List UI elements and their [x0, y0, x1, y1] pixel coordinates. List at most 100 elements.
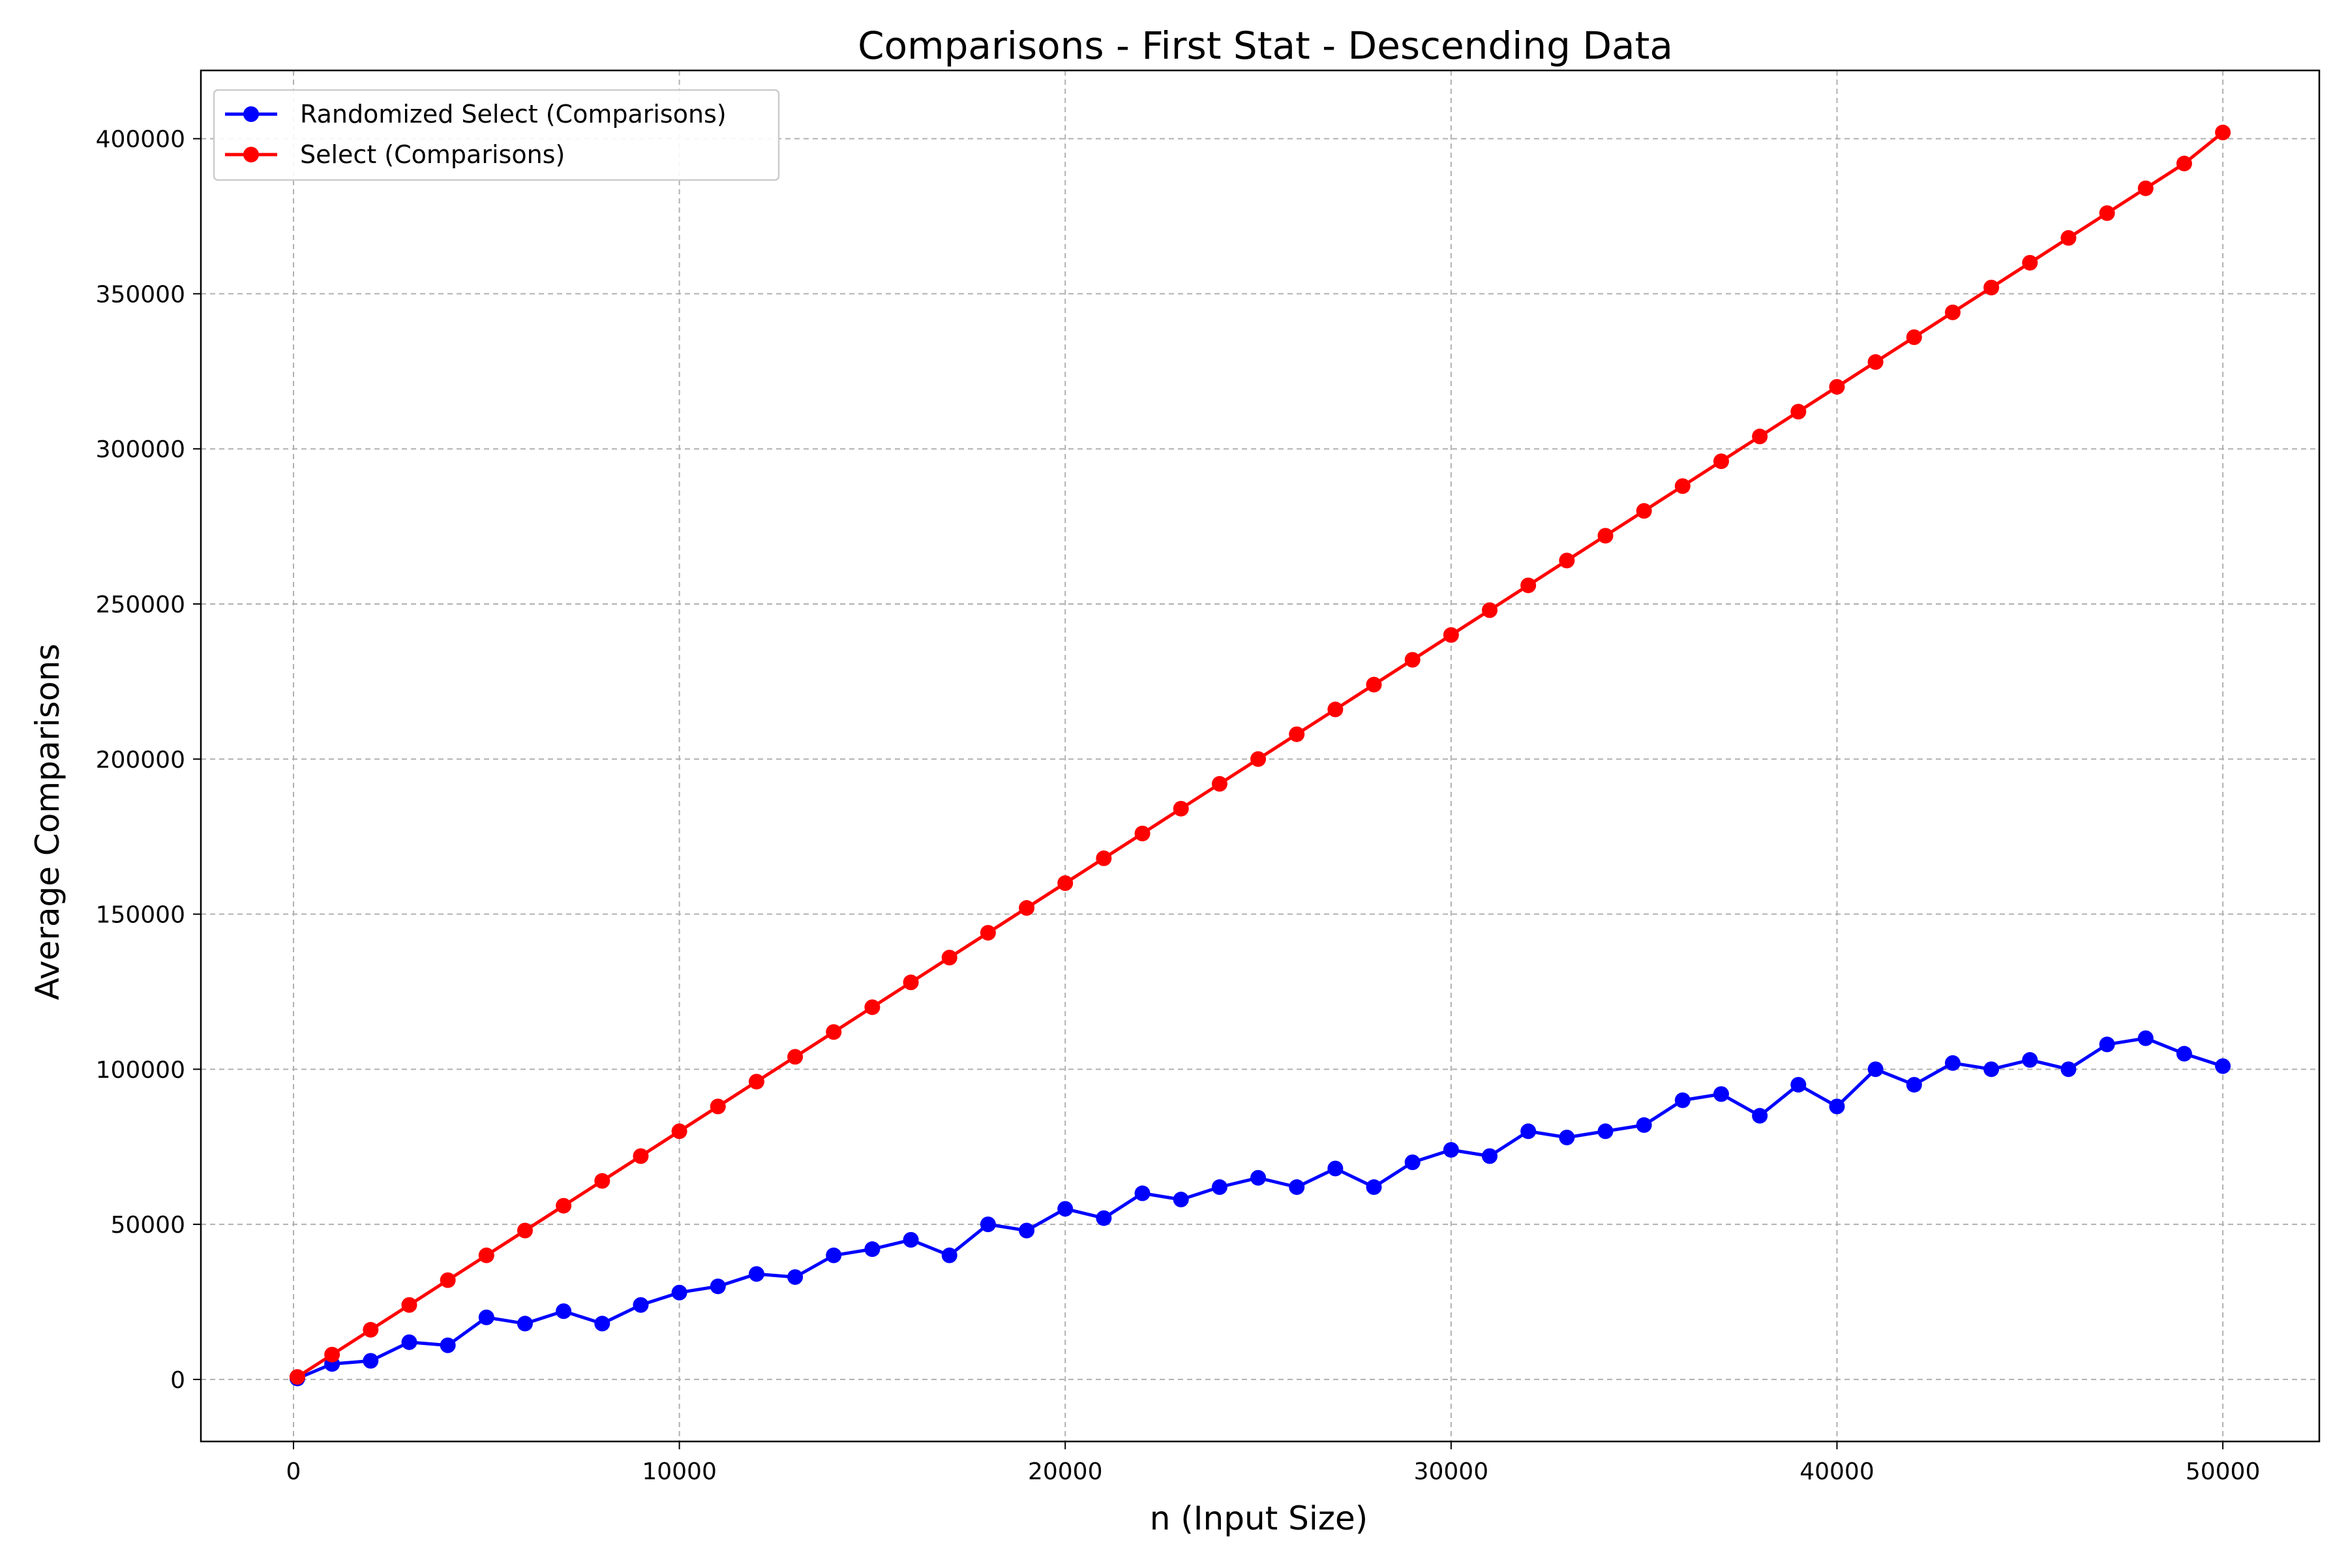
data-point-select	[1482, 602, 1498, 618]
legend-entry-select: Select (Comparisons)	[225, 140, 565, 169]
legend-marker-randomized-select	[243, 106, 259, 122]
legend-label-select: Select (Comparisons)	[300, 140, 565, 169]
data-point-randomized-select	[2022, 1052, 2038, 1068]
data-point-randomized-select	[440, 1337, 456, 1353]
data-point-select	[1404, 652, 1421, 668]
data-point-select	[440, 1272, 456, 1288]
data-point-select	[671, 1123, 687, 1139]
data-point-select	[710, 1098, 726, 1115]
data-point-randomized-select	[710, 1278, 726, 1295]
data-point-randomized-select	[1327, 1160, 1344, 1177]
y-tick-label: 250000	[96, 592, 185, 618]
data-point-select	[478, 1247, 494, 1263]
data-point-randomized-select	[1713, 1086, 1729, 1102]
data-point-select	[633, 1148, 649, 1164]
data-point-select	[1906, 329, 1922, 345]
data-point-select	[1173, 800, 1189, 817]
data-point-randomized-select	[1829, 1098, 1845, 1115]
data-point-randomized-select	[1019, 1222, 1035, 1239]
data-point-select	[1134, 825, 1151, 841]
data-point-randomized-select	[363, 1353, 379, 1369]
data-point-select	[1520, 577, 1537, 594]
data-point-select	[826, 1024, 842, 1040]
data-point-select	[2099, 205, 2115, 221]
data-point-select	[1327, 701, 1344, 717]
data-point-select	[1211, 776, 1227, 792]
y-tick-label: 200000	[96, 747, 185, 774]
data-point-randomized-select	[941, 1247, 957, 1263]
y-axis-label: Average Comparisons	[29, 644, 67, 1001]
data-point-randomized-select	[903, 1231, 919, 1248]
data-point-randomized-select	[2099, 1036, 2115, 1053]
data-point-randomized-select	[633, 1297, 649, 1313]
x-tick-label: 50000	[2186, 1458, 2261, 1485]
data-point-randomized-select	[1211, 1179, 1227, 1196]
legend-marker-select	[243, 147, 259, 162]
data-point-randomized-select	[1867, 1061, 1884, 1078]
data-point-randomized-select	[2176, 1046, 2192, 1062]
series-layer	[289, 125, 2231, 1387]
x-tick-label: 0	[286, 1458, 301, 1485]
data-point-randomized-select	[2060, 1061, 2077, 1078]
data-point-randomized-select	[748, 1266, 764, 1282]
data-point-randomized-select	[517, 1316, 533, 1332]
y-tick-label: 0	[170, 1367, 185, 1394]
legend-box	[213, 89, 780, 181]
legend: Randomized Select (Comparisons) Select (…	[213, 89, 780, 181]
data-point-randomized-select	[478, 1309, 494, 1325]
data-point-select	[2137, 180, 2154, 196]
data-point-select	[363, 1321, 379, 1338]
plot-frame	[200, 69, 2321, 1443]
data-point-select	[1983, 279, 2000, 295]
legend-label-randomized-select: Randomized Select (Comparisons)	[300, 100, 727, 128]
x-tick-label: 30000	[1414, 1458, 1489, 1485]
axis-layer: 0 10000 20000 30000 40000 50000 0 50000 100000 15…	[96, 127, 2261, 1485]
data-point-select	[2022, 254, 2038, 271]
data-point-randomized-select	[1520, 1123, 1537, 1139]
data-point-randomized-select	[864, 1241, 880, 1258]
data-point-select	[1250, 751, 1267, 767]
data-point-select	[1867, 354, 1884, 370]
data-point-select	[1019, 900, 1035, 916]
data-point-select	[401, 1297, 417, 1313]
data-point-select	[1597, 528, 1614, 544]
data-point-randomized-select	[671, 1284, 687, 1301]
data-point-randomized-select	[1443, 1141, 1459, 1158]
data-point-select	[2176, 155, 2192, 172]
data-point-select	[864, 999, 880, 1016]
x-tick-label: 20000	[1028, 1458, 1103, 1485]
data-point-select	[556, 1198, 572, 1214]
data-point-select	[1829, 379, 1845, 395]
data-point-select	[903, 974, 919, 991]
data-point-select	[941, 950, 957, 966]
y-tick-label: 150000	[96, 902, 185, 929]
data-point-select	[1790, 404, 1807, 420]
data-point-select	[289, 1369, 305, 1385]
data-point-randomized-select	[1674, 1092, 1691, 1108]
data-point-randomized-select	[2215, 1058, 2231, 1074]
data-point-randomized-select	[1289, 1179, 1305, 1196]
data-point-randomized-select	[1404, 1154, 1421, 1170]
data-point-select	[2215, 125, 2231, 141]
data-point-randomized-select	[1096, 1210, 1112, 1226]
data-point-select	[2060, 230, 2077, 246]
data-point-select	[1096, 850, 1112, 866]
data-point-randomized-select	[1250, 1169, 1267, 1186]
data-point-randomized-select	[826, 1247, 842, 1263]
data-point-randomized-select	[1134, 1185, 1151, 1201]
data-point-randomized-select	[1944, 1055, 1961, 1071]
x-tick-label: 40000	[1799, 1458, 1874, 1485]
data-point-randomized-select	[1636, 1117, 1652, 1133]
data-point-randomized-select	[1752, 1108, 1768, 1124]
data-point-randomized-select	[1173, 1192, 1189, 1208]
data-point-select	[1636, 503, 1652, 519]
data-point-select	[1559, 552, 1575, 569]
data-point-randomized-select	[1906, 1077, 1922, 1093]
data-point-select	[1289, 726, 1305, 742]
data-point-randomized-select	[2137, 1030, 2154, 1046]
data-point-select	[748, 1074, 764, 1090]
data-point-select	[787, 1049, 804, 1065]
data-point-randomized-select	[401, 1334, 417, 1350]
data-point-select	[594, 1173, 610, 1189]
